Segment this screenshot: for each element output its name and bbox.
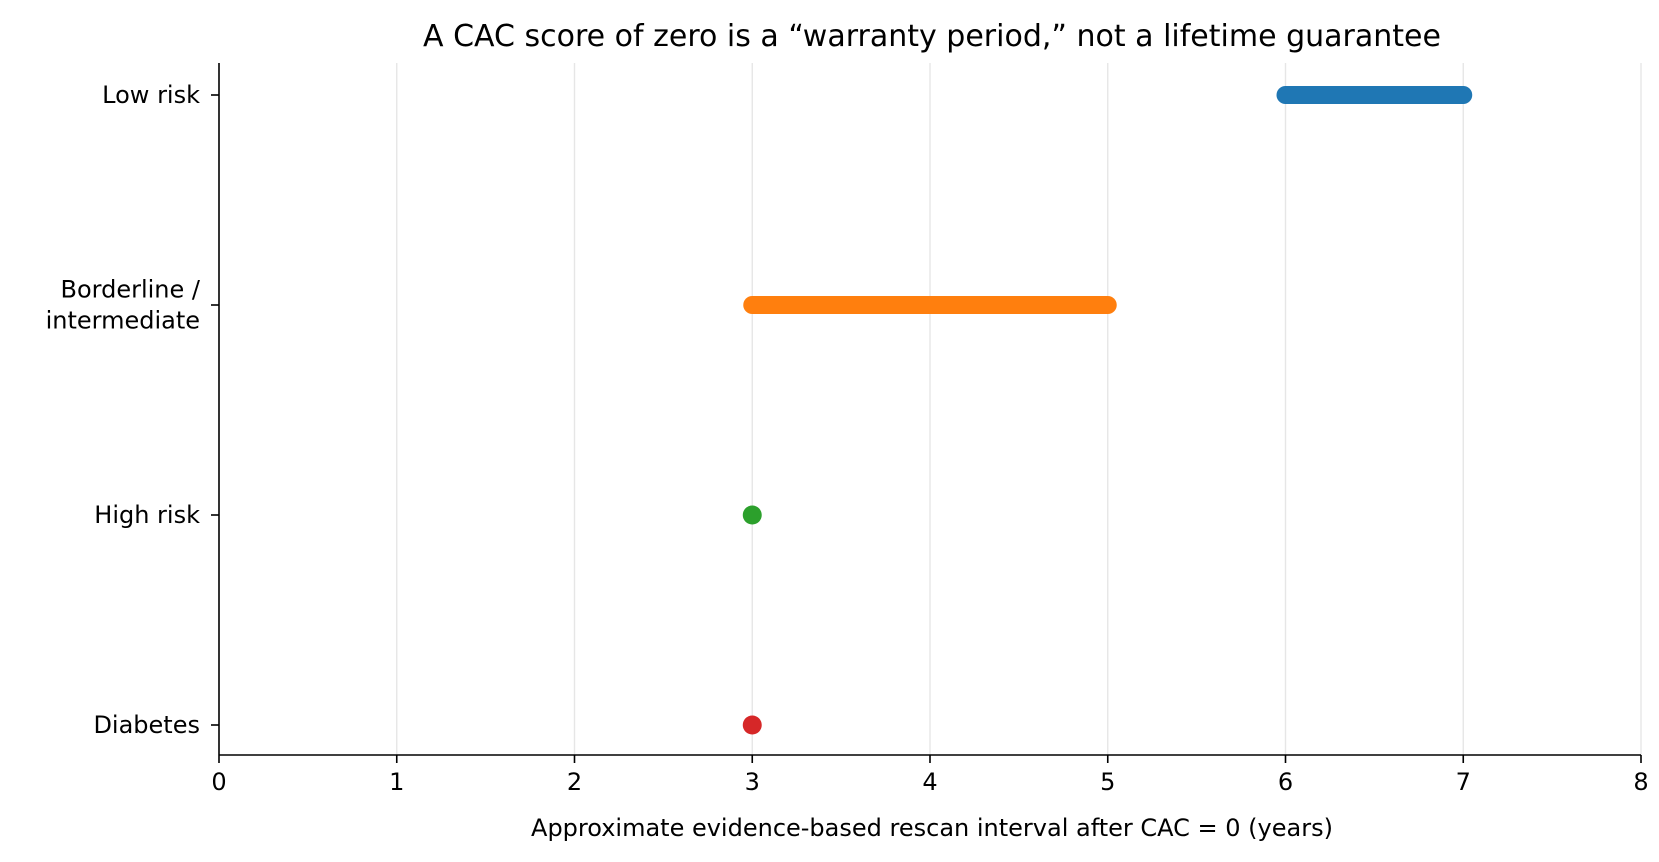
x-tick-label: 6 <box>1278 768 1293 796</box>
x-tick-label: 8 <box>1633 768 1648 796</box>
x-axis-label: Approximate evidence-based rescan interv… <box>531 814 1333 842</box>
y-tick-label-line: Borderline / <box>61 276 201 304</box>
y-tick-label: Low risk <box>102 81 200 109</box>
y-tick-label-line: intermediate <box>46 307 200 335</box>
x-tick-label: 1 <box>389 768 404 796</box>
y-tick-label: High risk <box>94 501 200 529</box>
x-tick-label: 0 <box>211 768 226 796</box>
x-axis-ticks: 0 1 2 3 4 5 6 7 8 <box>211 755 1649 796</box>
y-tick-label: Borderline / intermediate <box>46 276 201 335</box>
grid-lines <box>396 63 1642 755</box>
y-axis-ticks: Low risk Borderline / intermediate High ris… <box>46 81 219 739</box>
range-marks <box>742 86 1473 735</box>
y-tick-label-line: High risk <box>94 501 200 529</box>
x-tick-label: 2 <box>567 768 582 796</box>
range-point <box>742 505 762 525</box>
y-tick-label-line: Diabetes <box>93 711 200 739</box>
x-tick-label: 4 <box>922 768 937 796</box>
x-tick-label: 5 <box>1100 768 1115 796</box>
range-point <box>742 715 762 735</box>
chart-title: A CAC score of zero is a “warranty perio… <box>423 19 1441 54</box>
y-tick-label-line: Low risk <box>102 81 200 109</box>
x-tick-label: 3 <box>745 768 760 796</box>
x-tick-label: 7 <box>1456 768 1471 796</box>
y-tick-label: Diabetes <box>93 711 200 739</box>
